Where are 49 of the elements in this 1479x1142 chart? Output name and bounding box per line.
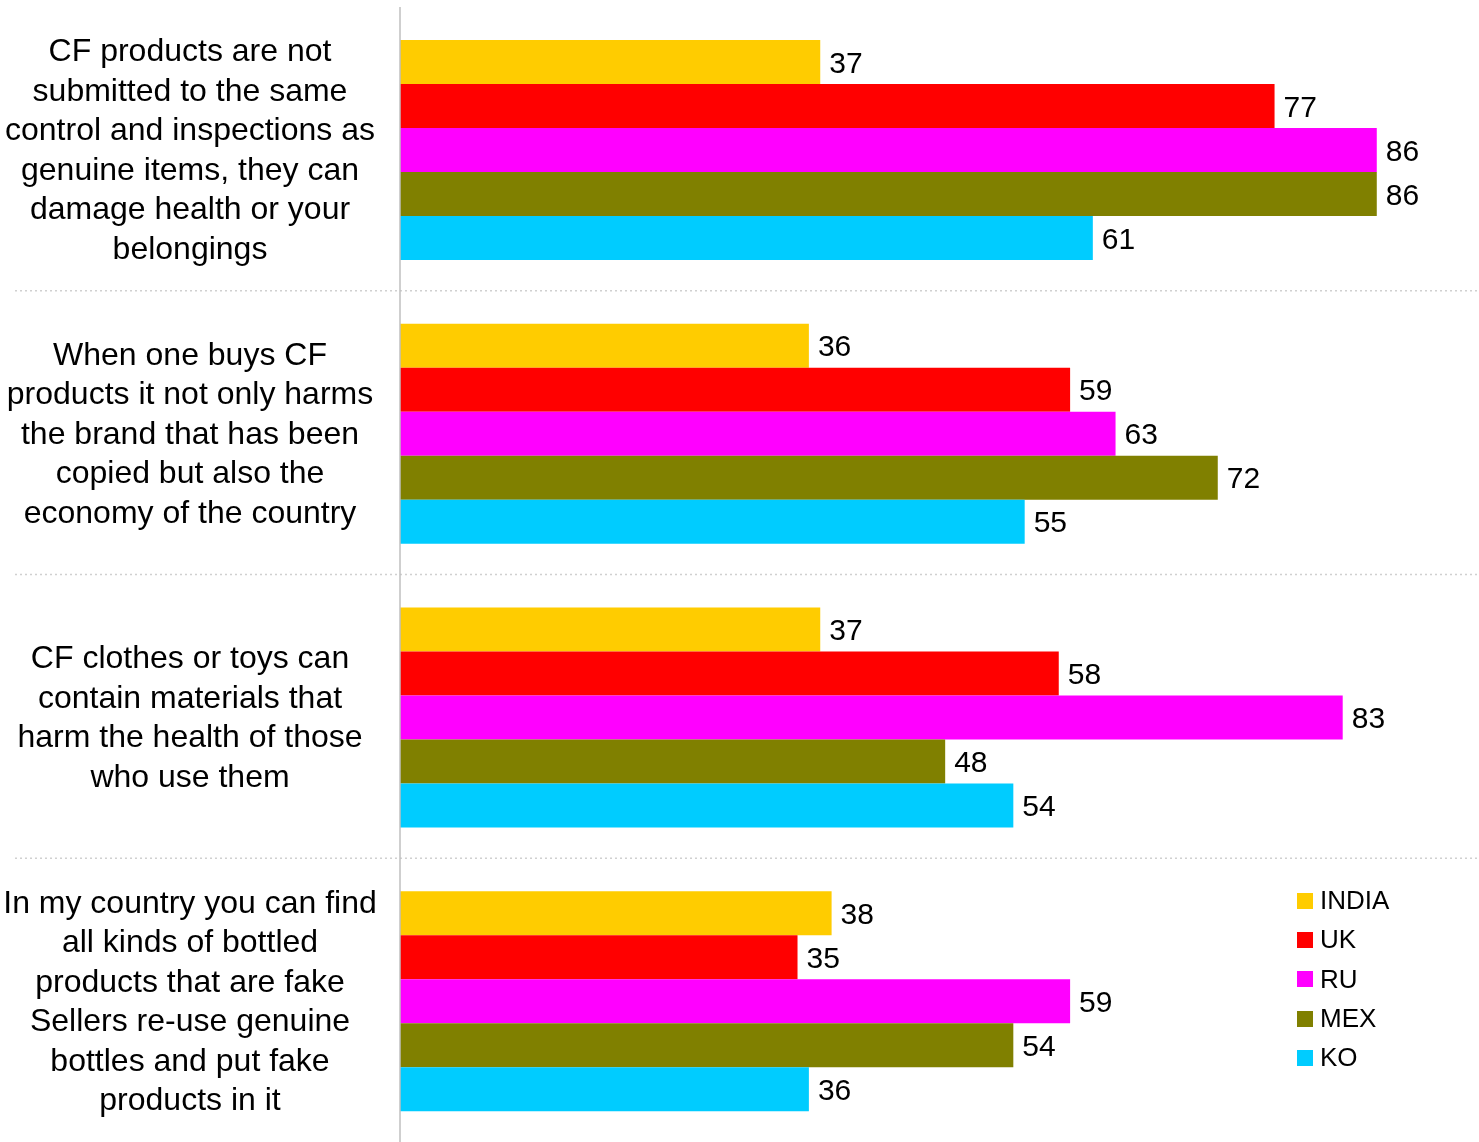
data-label: 36 [817, 1072, 852, 1106]
bar [400, 171, 1377, 216]
legend-label: INDIA [1320, 885, 1390, 917]
bar [400, 499, 1025, 544]
bar [400, 739, 946, 784]
bar [400, 1023, 1014, 1068]
bar [400, 83, 1275, 128]
data-label: 86 [1385, 133, 1420, 167]
legend-label: MEX [1320, 1003, 1377, 1035]
data-label: 59 [1079, 373, 1113, 407]
bar [400, 411, 1116, 456]
data-label: 35 [806, 940, 840, 974]
bar [400, 323, 809, 368]
data-label: 58 [1067, 657, 1102, 691]
data-label: 36 [817, 329, 852, 363]
data-label: 59 [1079, 984, 1113, 1018]
bar [400, 127, 1377, 172]
bar [400, 367, 1071, 412]
bar [400, 651, 1059, 696]
bar [400, 695, 1343, 740]
bar [400, 935, 798, 980]
bar [400, 783, 1014, 828]
bar [400, 1067, 809, 1112]
bar [400, 455, 1218, 500]
bar [400, 39, 821, 84]
data-label: 86 [1385, 177, 1420, 211]
data-label: 48 [954, 745, 988, 779]
data-label: 61 [1101, 221, 1136, 255]
y-tick-label: When one buys CF products it not only harms the brand that has been copied but also the economy of the country [6, 335, 374, 530]
data-label: 55 [1033, 505, 1068, 539]
bar [400, 215, 1093, 260]
y-tick-label: CF clothes or toys can contain materials that harm the health of those who use them [17, 639, 363, 794]
legend-label: RU [1320, 963, 1358, 995]
bar [400, 891, 832, 936]
data-label: 37 [829, 45, 863, 79]
bar [400, 607, 821, 652]
legend-label: KO [1320, 1042, 1358, 1074]
data-label: 37 [829, 613, 863, 647]
legend-label: UK [1320, 924, 1357, 956]
data-label: 72 [1226, 461, 1261, 495]
data-label: 63 [1124, 417, 1158, 451]
data-label: 77 [1283, 89, 1317, 123]
bar [400, 979, 1071, 1024]
data-label: 54 [1022, 789, 1056, 823]
data-label: 83 [1351, 701, 1386, 735]
data-label: 54 [1022, 1028, 1056, 1062]
data-label: 38 [840, 896, 874, 930]
y-tick-label: CF products are not submitted to the same control and inspections as genuine items, they can damage health or your belongings [5, 32, 375, 266]
y-tick-label: In my country you can find all kinds of bottled products that are fake Sellers re-use genuine bottles and put fake products in it [3, 883, 377, 1118]
